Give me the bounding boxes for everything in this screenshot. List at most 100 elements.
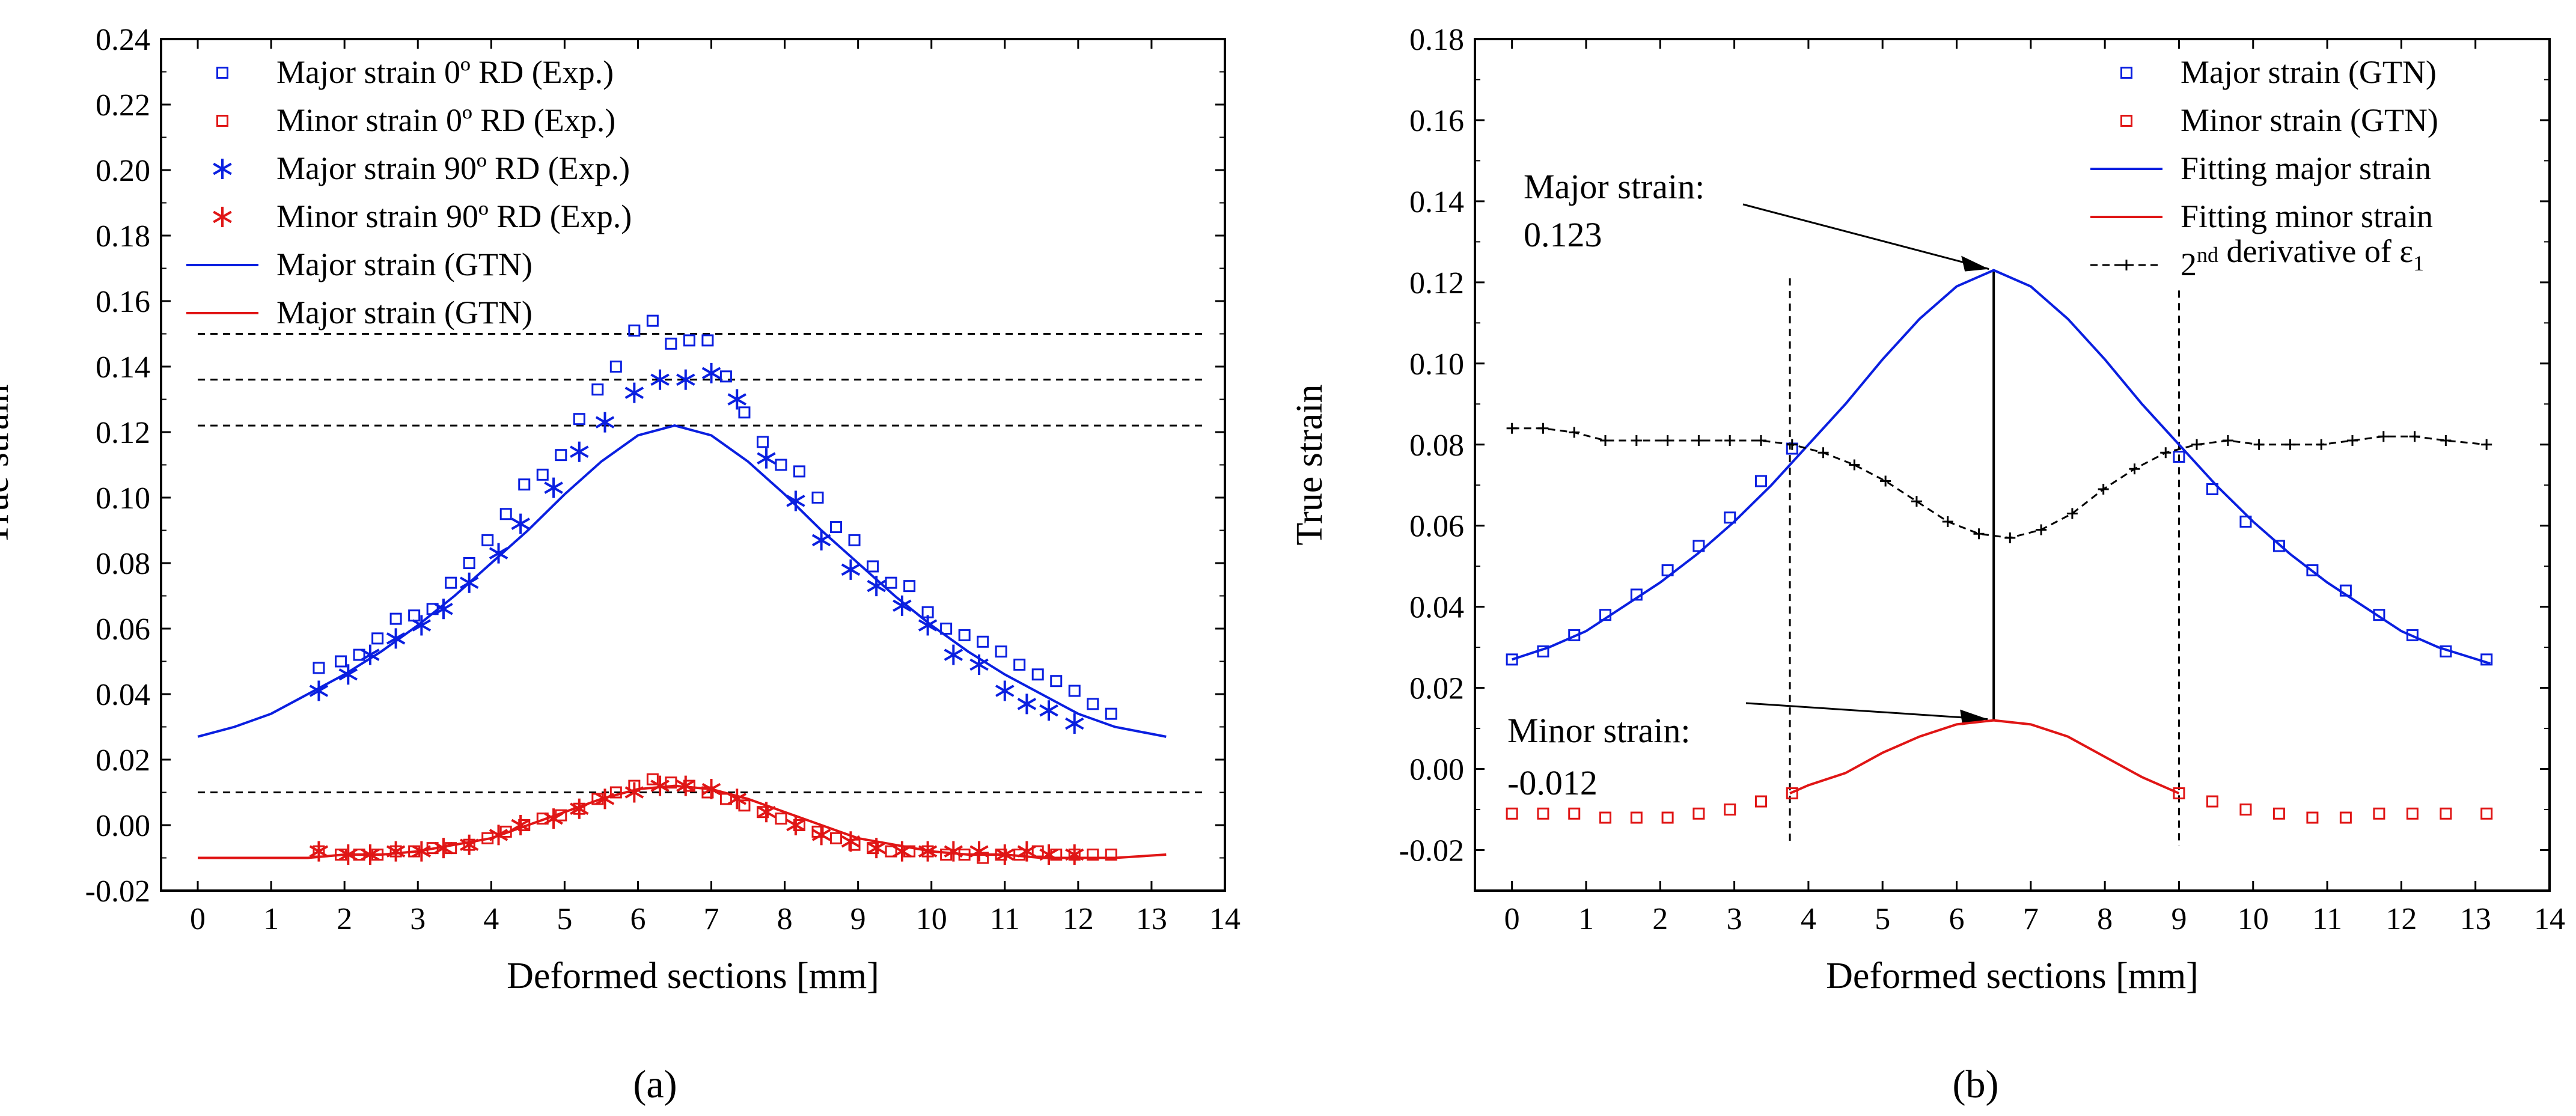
x-tick-label: 5 <box>1875 902 1890 936</box>
data-point <box>1630 811 1643 824</box>
x-tick-label: 9 <box>850 902 866 936</box>
data-point <box>2272 540 2285 552</box>
y-tick-label: 0.18 <box>1409 23 1464 57</box>
data-point <box>1786 787 1798 800</box>
y-axis-label: True strain <box>0 384 16 545</box>
data-point <box>2306 564 2319 576</box>
x-tick-label: 5 <box>557 902 572 936</box>
data-point <box>2406 629 2419 641</box>
y-tick-label: -0.02 <box>1399 834 1464 868</box>
data-point <box>386 628 406 649</box>
x-tick-label: 13 <box>2460 902 2491 936</box>
legend-marker <box>2120 115 2132 127</box>
legend-entry: Minor strain 0º RD (Exp.) <box>216 102 615 138</box>
data-point <box>1755 435 1766 447</box>
data-point <box>2173 451 2185 463</box>
data-point <box>609 361 622 373</box>
series-minor-strain-gtn-red <box>1506 787 2493 824</box>
data-point <box>1880 475 1891 487</box>
data-point <box>463 557 475 569</box>
y-tick-label: 0.08 <box>1409 428 1464 463</box>
data-point <box>2036 524 2047 535</box>
data-point <box>2173 787 2185 800</box>
data-point <box>995 680 1015 701</box>
y-tick-label: 0.24 <box>96 23 150 57</box>
data-point <box>756 436 769 448</box>
y-tick-label: 0.16 <box>96 285 150 319</box>
y-tick-label: 0.20 <box>96 154 150 188</box>
data-point <box>544 477 563 498</box>
data-point <box>2222 435 2233 447</box>
data-point <box>1693 435 1705 447</box>
legend-label: Minor strain (GTN) <box>2181 102 2438 138</box>
x-tick-label: 1 <box>1578 902 1594 936</box>
x-tick-label: 4 <box>1801 902 1816 936</box>
y-tick-label: 0.12 <box>1409 266 1464 300</box>
x-tick-label: 12 <box>2385 902 2417 936</box>
chart-a: 0 1 2 3 4 5 6 7 8 9 10 11 12 13 14-0.020.000.020.040.0… <box>0 23 1241 996</box>
data-point <box>2409 431 2420 442</box>
data-point <box>683 334 695 347</box>
legend-marker-plus <box>2121 260 2132 270</box>
legend-label-part: derivative of ε <box>2218 233 2413 269</box>
data-point <box>371 632 384 645</box>
data-point <box>1537 807 1549 820</box>
data-point <box>2480 807 2493 820</box>
x-tick-label: 13 <box>1136 902 1167 936</box>
data-point <box>848 534 861 546</box>
data-point <box>544 808 563 829</box>
data-point <box>2004 532 2016 543</box>
data-point <box>2406 807 2419 820</box>
y-tick-label: 0.08 <box>96 547 150 581</box>
y-tick-label: 0.04 <box>96 678 150 712</box>
x-tick-label: 14 <box>2534 902 2565 936</box>
y-tick-label: 0.02 <box>1409 672 1464 706</box>
legend-label-part: 2 <box>2181 246 2197 282</box>
series-line <box>197 424 1167 738</box>
series-fitting-major-strain-blue <box>1512 269 2491 665</box>
arrow-minor-shaft <box>1745 702 1988 721</box>
data-point <box>940 623 953 635</box>
y-tick-label: 0.16 <box>1409 104 1464 138</box>
data-point <box>2160 447 2172 459</box>
data-point <box>511 513 530 534</box>
x-tick-label: 10 <box>916 902 947 936</box>
data-point <box>1692 807 1705 820</box>
data-point <box>719 370 732 383</box>
data-point <box>2253 439 2265 450</box>
data-point <box>2480 653 2493 666</box>
data-point <box>940 849 953 861</box>
data-point <box>1087 849 1099 861</box>
data-point <box>903 580 916 593</box>
data-point <box>2440 435 2452 447</box>
data-point <box>2440 807 2452 820</box>
data-point <box>1599 811 1612 824</box>
series-line <box>198 784 1167 859</box>
legend-label: Major strain 90º RD (Exp.) <box>276 150 630 186</box>
data-point <box>1786 439 1798 450</box>
data-point <box>1724 803 1736 816</box>
data-point <box>412 615 432 636</box>
data-point <box>1031 668 1044 681</box>
data-point <box>885 845 897 858</box>
data-point <box>1662 435 1673 447</box>
legend-label-part: nd <box>2197 243 2218 267</box>
x-tick-label: 3 <box>410 902 426 936</box>
data-point <box>2378 431 2389 442</box>
data-point <box>1013 658 1026 671</box>
legend-label: Major strain (GTN) <box>276 246 533 282</box>
legend-label: Major strain (GTN) <box>2181 54 2437 90</box>
data-point <box>2339 811 2352 824</box>
x-tick-label: 8 <box>777 902 793 936</box>
y-tick-label: -0.02 <box>85 874 150 909</box>
data-point <box>867 560 879 573</box>
data-point <box>1065 713 1084 734</box>
data-point <box>918 615 938 636</box>
data-point <box>353 648 365 661</box>
data-point <box>1818 447 1829 459</box>
annotation-major-label: Major strain: <box>1524 167 1705 206</box>
data-point <box>2098 483 2109 495</box>
data-point <box>1661 811 1674 824</box>
data-point <box>1039 700 1058 721</box>
data-point <box>811 492 824 504</box>
